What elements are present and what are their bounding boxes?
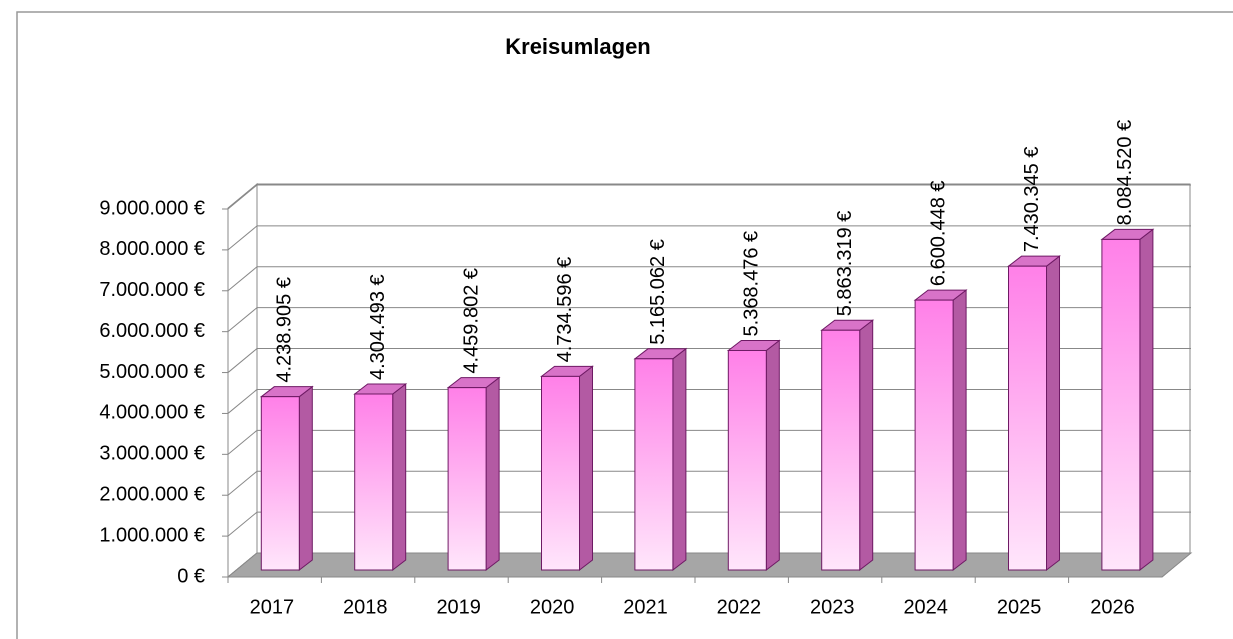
bar-side (485, 376, 500, 572)
value-label: 6.600.448 € (927, 180, 949, 286)
value-label: 5.368.476 € (741, 231, 763, 337)
value-label: 5.165.062 € (647, 239, 669, 345)
bar-side (579, 365, 594, 572)
bar (821, 329, 861, 571)
value-label: 7.430.345 € (1021, 147, 1043, 253)
value-label: 4.459.802 € (460, 268, 482, 374)
y-tick-label: 4.000.000 € (99, 402, 205, 424)
bar (914, 299, 954, 571)
grid-line (227, 348, 258, 373)
grid-line (227, 470, 258, 496)
x-tick-label: 2017 (250, 596, 295, 618)
bar (1008, 265, 1048, 571)
grid-line (227, 266, 258, 292)
value-label: 8.084.520 € (1114, 120, 1136, 226)
x-tick-label: 2022 (717, 596, 762, 618)
grid-line (227, 511, 258, 537)
value-label: 4.238.905 € (274, 277, 296, 383)
bar-side (672, 347, 687, 572)
grid-line (227, 429, 258, 455)
y-tick-label: 9.000.000 € (99, 197, 205, 219)
bar-side (298, 385, 313, 572)
bar-side (765, 339, 780, 572)
bar (727, 349, 767, 571)
bar (260, 396, 300, 571)
grid-line (227, 184, 258, 210)
y-tick-label: 2.000.000 € (99, 484, 205, 506)
grid-line (227, 307, 258, 333)
bar-side (859, 319, 874, 572)
bar (354, 393, 394, 571)
x-tick-label: 2023 (810, 596, 855, 618)
y-tick-label: 1.000.000 € (99, 524, 205, 546)
x-tick-label: 2019 (436, 596, 481, 618)
value-label: 4.734.596 € (554, 257, 576, 363)
x-tick-label: 2020 (530, 596, 575, 618)
value-label: 4.304.493 € (367, 274, 389, 380)
bar (541, 375, 581, 571)
value-label: 5.863.319 € (834, 211, 856, 317)
grid-line (227, 389, 258, 414)
y-tick-label: 3.000.000 € (99, 443, 205, 465)
bar (447, 387, 487, 571)
x-tick-label: 2018 (343, 596, 388, 618)
chart-title: Kreisumlagen (505, 34, 651, 59)
bar (634, 358, 674, 571)
x-tick-label: 2021 (623, 596, 668, 618)
y-tick-label: 5.000.000 € (99, 361, 205, 383)
bar (1101, 238, 1141, 571)
y-tick-label: 6.000.000 € (99, 320, 205, 342)
grid-line (227, 225, 258, 251)
bar-side (392, 382, 407, 572)
bar-side (1139, 228, 1154, 572)
x-tick-label: 2025 (997, 596, 1042, 618)
x-tick-label: 2026 (1090, 596, 1135, 618)
bar-side (1046, 255, 1061, 572)
y-tick-label: 0 € (177, 565, 205, 587)
x-tick-label: 2024 (903, 596, 948, 618)
bar-side (952, 289, 967, 572)
side-wall (227, 182, 258, 579)
y-tick-label: 7.000.000 € (99, 279, 205, 301)
y-tick-label: 8.000.000 € (99, 238, 205, 260)
